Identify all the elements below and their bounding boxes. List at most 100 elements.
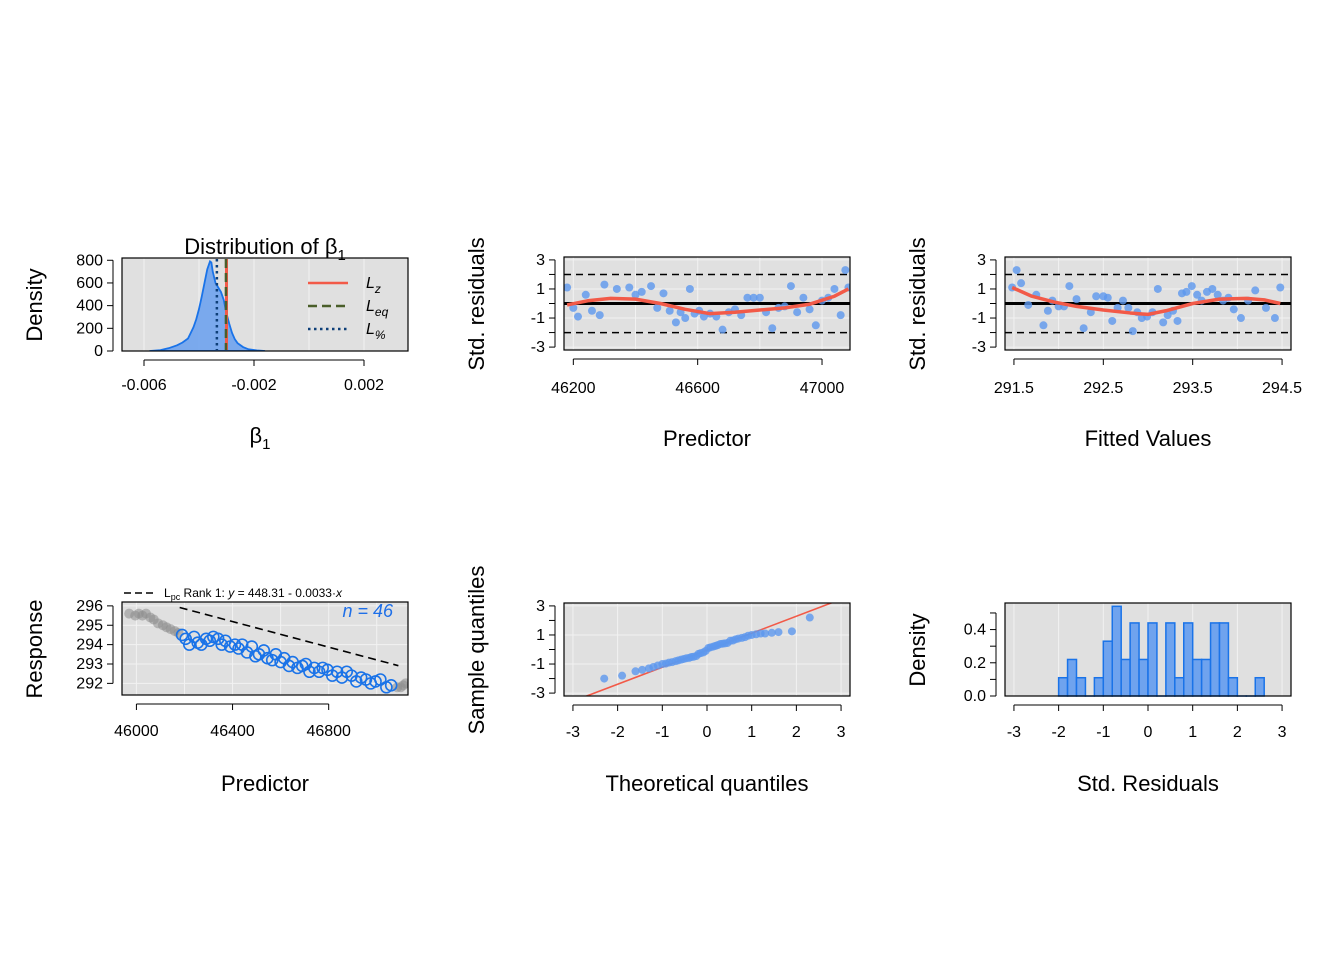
x-tick-label: 291.5	[994, 380, 1034, 397]
panel-content	[124, 606, 408, 694]
qq-point	[805, 613, 814, 622]
histogram-bar	[1066, 658, 1078, 697]
y-tick-label: 295	[76, 617, 103, 634]
residual-point	[573, 312, 582, 321]
panel-content	[584, 603, 834, 696]
residual-point	[743, 293, 752, 302]
legend-label: Lz	[366, 275, 381, 296]
plot-frame	[1004, 256, 1292, 351]
y-tick-label: 400	[76, 298, 103, 315]
y-tick-label: 0.0	[964, 688, 986, 705]
y-tick-label: 0.2	[964, 655, 986, 672]
residual-point	[647, 282, 656, 291]
fit-legend-text: Lpc Rank 1: y = 448.31 - 0.0033·x	[164, 586, 343, 602]
panel-content	[149, 259, 266, 351]
x-tick-label: 2	[792, 724, 801, 741]
y-tick-label: 293	[76, 656, 103, 673]
residual-point	[1108, 316, 1117, 325]
histogram-bar	[1200, 658, 1212, 697]
qq-point	[761, 629, 770, 638]
y-axis-title: Density	[22, 268, 47, 341]
legend-label-sub: eq	[375, 305, 389, 319]
beta-density-panel: -0.006 -0.002 0.002 0 200 400 600 800 Distribut…	[22, 234, 409, 453]
residual-point	[637, 287, 646, 296]
residual-point	[1012, 266, 1021, 275]
x-tick-label: 293.5	[1173, 380, 1213, 397]
residual-point	[1072, 295, 1081, 304]
residual-point	[681, 314, 690, 323]
y-tick-label: 3	[977, 252, 986, 269]
residuals-vs-fitted-panel: 291.5 292.5 293.5 294.5 -3 -1 1 3 Fitted Values…	[905, 237, 1302, 451]
residual-point	[811, 321, 820, 330]
y-tick-label: 3	[536, 598, 545, 615]
residual-point	[1187, 282, 1196, 291]
x-tick-label: 294.5	[1262, 380, 1302, 397]
legend-label: L%	[366, 321, 386, 342]
fit-legend: Lpc Rank 1: y = 448.31 - 0.0033·x	[124, 586, 343, 602]
sample-size-label: n = 46	[342, 601, 394, 621]
x-tick-label: 47000	[800, 380, 845, 397]
axes: 46200 46600 47000 -3 -1 1 3	[531, 252, 851, 397]
residual-point	[600, 280, 609, 289]
x-tick-label: 1	[747, 724, 756, 741]
smooth-line	[566, 287, 850, 316]
fit-point	[374, 673, 387, 686]
residuals-vs-predictor-panel: 46200 46600 47000 -3 -1 1 3 Predictor Std. res…	[464, 237, 851, 451]
x-axis-title: Fitted Values	[1085, 426, 1212, 451]
excluded-point	[400, 678, 408, 689]
residual-point	[685, 284, 694, 293]
y-tick-label: -1	[531, 310, 545, 327]
x-tick-label: 3	[1278, 724, 1287, 741]
x-tick-label: 1	[1188, 724, 1197, 741]
histogram-bar	[1129, 622, 1140, 697]
residual-point	[595, 311, 604, 320]
y-tick-label: -1	[531, 656, 545, 673]
histogram-bar	[1057, 676, 1069, 697]
y-tick-label: 200	[76, 320, 103, 337]
residual-point	[671, 318, 680, 327]
fit-point	[257, 644, 271, 657]
residual-point	[749, 293, 758, 302]
residual-point	[1182, 287, 1191, 296]
legend-label: Leq	[366, 298, 389, 319]
fit-point	[282, 659, 296, 673]
qq-point	[787, 627, 796, 636]
fit-point	[175, 628, 189, 642]
residual-point	[1118, 296, 1127, 305]
grid-lines	[564, 257, 850, 350]
residual-point	[1193, 290, 1202, 299]
y-tick-label: 3	[536, 252, 545, 269]
residual-point	[1213, 290, 1222, 299]
fit-point	[203, 634, 217, 648]
residual-point	[786, 282, 795, 291]
x-tick-label: 46800	[306, 723, 351, 740]
x-tick-label: -2	[611, 724, 625, 741]
grid-lines	[564, 603, 850, 696]
axes: -3 -2 -1 0 1 2 3 -3 -1 1 3	[531, 598, 851, 741]
residual-point	[1124, 303, 1133, 312]
y-tick-label: 0.4	[964, 622, 986, 639]
x-tick-label: 46400	[210, 723, 255, 740]
x-axis-title: Theoretical quantiles	[605, 771, 808, 796]
residual-point	[836, 311, 845, 320]
histogram-bar	[1111, 605, 1122, 697]
panel-content	[1005, 266, 1291, 336]
histogram-bar	[1093, 676, 1105, 697]
x-tick-label: -2	[1052, 724, 1066, 741]
plot-frame	[121, 257, 409, 352]
y-axis-title: Sample quantiles	[464, 566, 489, 735]
x-tick-label: 3	[837, 724, 846, 741]
residual-point	[830, 284, 839, 293]
qq-point	[618, 671, 627, 680]
histogram-bar	[1191, 658, 1203, 697]
residual-point	[612, 284, 621, 293]
residual-point	[625, 283, 634, 292]
histogram-bar	[1120, 658, 1131, 697]
grid-lines	[143, 258, 365, 351]
axes: 46000 46400 46800 292 293 294 295 296	[76, 598, 409, 740]
histogram-bar	[1183, 622, 1194, 697]
panel-content	[564, 266, 850, 334]
y-tick-label: 296	[76, 598, 103, 615]
